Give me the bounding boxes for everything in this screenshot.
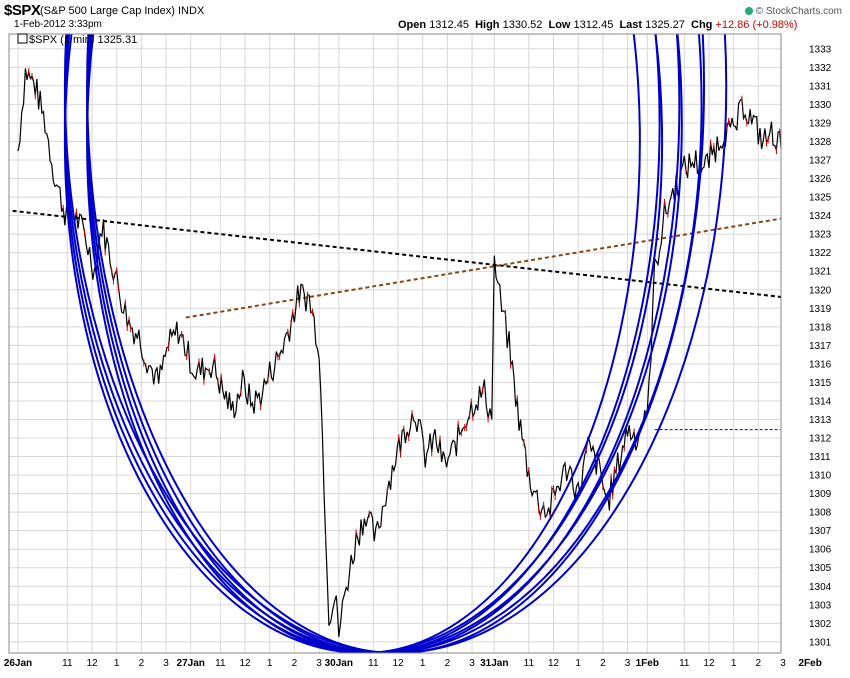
y-tick-label: 1330 [809, 100, 832, 111]
legend-label: $SPX (1 min) 1325.31 [29, 34, 137, 46]
y-tick-label: 1305 [809, 563, 832, 574]
y-axis: 1301 1302 1303 1304 1305 1306 1307 1308 1309 1310… [809, 44, 832, 648]
x-tick-label: 1 [267, 658, 273, 669]
high-value: 1330.52 [502, 19, 543, 31]
y-tick-label: 1311 [809, 452, 831, 463]
x-tick-label: 12 [548, 658, 560, 669]
y-tick-label: 1314 [809, 396, 832, 407]
y-tick-label: 1327 [809, 156, 832, 167]
symbol-name: (S&P 500 Large Cap Index) INDX [40, 5, 205, 17]
x-tick-label: 11 [62, 658, 73, 669]
x-tick-label: 3 [780, 658, 786, 669]
chg-label: Chg [691, 19, 713, 31]
x-tick-label: 3 [469, 658, 475, 669]
x-tick-label: 11 [524, 658, 535, 669]
x-tick-label: 11 [368, 658, 379, 669]
x-tick-label: 26Jan [4, 658, 32, 669]
y-tick-label: 1308 [809, 508, 832, 519]
x-tick-label: 2 [445, 658, 451, 669]
x-tick-label: 27Jan [177, 658, 205, 669]
x-tick-label: 2 [756, 658, 762, 669]
x-tick-label: 11 [215, 658, 226, 669]
price-series [17, 68, 781, 637]
x-tick-label: 12 [239, 658, 251, 669]
y-tick-label: 1318 [809, 322, 832, 333]
x-tick-label: 2Feb [798, 658, 821, 669]
chg-value: +12.86 (+0.98%) [715, 19, 798, 31]
price-line [17, 68, 781, 637]
y-tick-label: 1302 [809, 619, 832, 630]
x-tick-label: 12 [392, 658, 404, 669]
x-tick-label: 2 [292, 658, 298, 669]
quote-datetime: 1-Feb-2012 3:33pm [14, 19, 102, 30]
last-value: 1325.27 [645, 19, 685, 31]
y-tick-label: 1316 [809, 359, 832, 370]
low-value: 1312.45 [573, 19, 614, 31]
y-tick-label: 1312 [809, 434, 832, 445]
plot-frame [8, 33, 782, 654]
y-tick-label: 1303 [809, 600, 832, 611]
y-tick-label: 1313 [809, 415, 832, 426]
y-tick-label: 1325 [809, 193, 832, 204]
y-tick-label: 1326 [809, 174, 832, 185]
y-tick-label: 1328 [809, 137, 832, 148]
y-tick-label: 1306 [809, 545, 832, 556]
legend-checkbox-icon [17, 33, 28, 44]
y-tick-label: 1320 [809, 285, 832, 296]
y-tick-label: 1310 [809, 471, 832, 482]
x-tick-label: 1 [420, 658, 426, 669]
quote-summary: Open 1312.45 High 1330.52 Low 1312.45 La… [398, 19, 797, 31]
y-tick-label: 1332 [809, 63, 832, 74]
trendline-brown [185, 217, 781, 319]
x-tick-label: 12 [703, 658, 715, 669]
x-tick-label: 31Jan [480, 658, 508, 669]
fibonacci-arc [86, 34, 705, 653]
x-tick-label: 1 [731, 658, 737, 669]
credit-text: © StockCharts.com [755, 6, 842, 17]
y-tick-label: 1331 [809, 81, 832, 92]
symbol-title: $SPX [4, 2, 41, 19]
open-value: 1312.45 [429, 19, 469, 31]
y-tick-label: 1329 [809, 118, 832, 129]
x-tick-label: 11 [679, 658, 690, 669]
x-tick-label: 3 [625, 658, 631, 669]
stockcharts-logo-icon [744, 7, 753, 15]
y-tick-label: 1333 [809, 44, 832, 55]
y-tick-label: 1321 [809, 267, 832, 278]
low-label: Low [548, 19, 571, 31]
y-tick-label: 1322 [809, 248, 832, 259]
x-axis: 26Jan 11 12 1 2 3 27Jan 11 12 1 2 3 30Jan 11 12 1 2 3 31Ja… [4, 658, 822, 669]
x-tick-label: 1 [575, 658, 581, 669]
chart-grid [9, 34, 781, 653]
trendline-black [9, 209, 781, 298]
x-tick-label: 30Jan [325, 658, 353, 669]
y-tick-label: 1323 [809, 230, 832, 241]
open-label: Open [398, 19, 427, 31]
y-tick-label: 1315 [809, 378, 832, 389]
y-tick-label: 1309 [809, 489, 832, 500]
last-label: Last [619, 19, 643, 31]
x-tick-label: 3 [163, 658, 169, 669]
x-tick-label: 12 [86, 658, 98, 669]
stockcharts-credit[interactable]: © StockCharts.com [744, 6, 842, 17]
trendlines-layer [9, 209, 781, 431]
x-tick-label: 1Feb [636, 658, 659, 669]
fibonacci-arc [63, 34, 728, 653]
y-tick-label: 1304 [809, 582, 832, 593]
y-tick-label: 1317 [809, 341, 832, 352]
chart-header: $SPX (S&P 500 Large Cap Index) INDX 1-Fe… [0, 0, 850, 34]
y-tick-label: 1324 [809, 211, 832, 222]
x-tick-label: 2 [139, 658, 145, 669]
high-label: High [475, 19, 500, 31]
x-tick-label: 1 [114, 658, 120, 669]
x-tick-label: 2 [600, 658, 606, 669]
y-tick-label: 1301 [809, 637, 832, 648]
chart-legend: $SPX (1 min) 1325.31 [17, 33, 137, 46]
y-tick-label: 1319 [809, 304, 832, 315]
x-tick-label: 3 [316, 658, 322, 669]
y-tick-label: 1307 [809, 526, 832, 537]
